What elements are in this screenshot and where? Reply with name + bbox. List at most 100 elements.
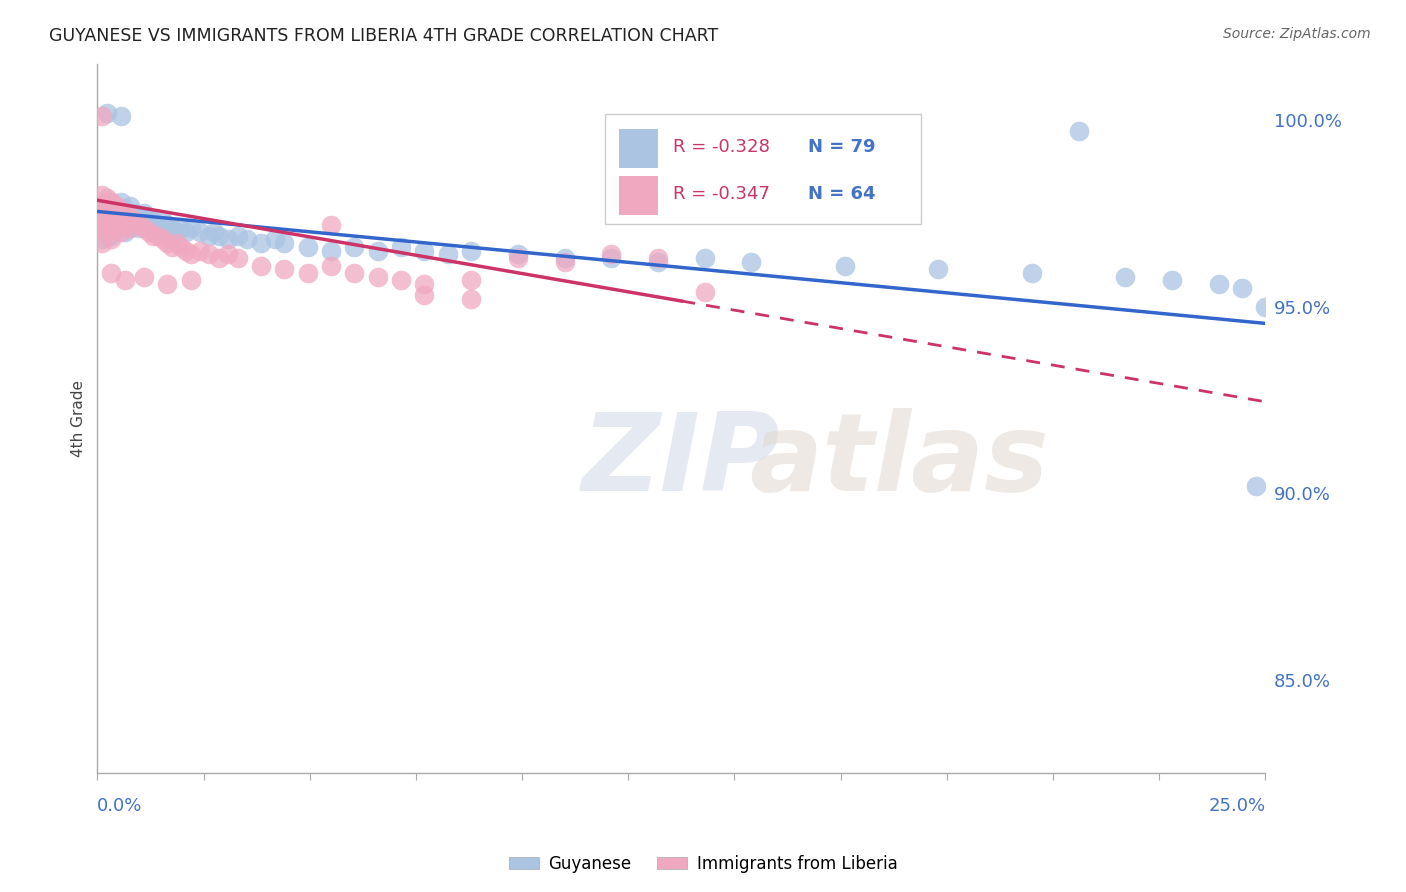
Point <box>250 236 273 251</box>
Point <box>91 232 114 246</box>
Point <box>273 236 295 251</box>
Point <box>208 251 231 265</box>
Point <box>217 232 239 246</box>
Point <box>96 191 118 205</box>
Point <box>389 240 412 254</box>
Point <box>202 225 225 239</box>
Point <box>110 202 132 217</box>
Point <box>114 273 136 287</box>
Point <box>100 228 122 243</box>
Point <box>166 236 188 251</box>
Point <box>100 218 122 232</box>
Point <box>120 221 142 235</box>
Point <box>174 244 197 258</box>
Point <box>146 218 169 232</box>
Point <box>1021 266 1043 280</box>
Point <box>124 206 146 220</box>
Point <box>226 228 249 243</box>
Bar <box>620 176 658 215</box>
Point <box>156 218 179 232</box>
Point <box>198 247 221 261</box>
Point <box>156 236 179 251</box>
Point <box>166 225 188 239</box>
Point <box>217 247 239 261</box>
Point <box>180 273 202 287</box>
Point <box>647 255 669 269</box>
Point <box>156 228 179 243</box>
Point <box>740 255 762 269</box>
Point <box>160 240 183 254</box>
Point <box>114 214 136 228</box>
Point <box>156 277 179 292</box>
Text: GUYANESE VS IMMIGRANTS FROM LIBERIA 4TH GRADE CORRELATION CHART: GUYANESE VS IMMIGRANTS FROM LIBERIA 4TH … <box>49 27 718 45</box>
Point <box>554 251 576 265</box>
Point <box>138 225 160 239</box>
Text: 0.0%: 0.0% <box>97 797 143 815</box>
Point <box>128 218 150 232</box>
Text: atlas: atlas <box>749 409 1049 514</box>
Point <box>1114 269 1136 284</box>
Point <box>132 221 155 235</box>
Point <box>343 240 366 254</box>
Point <box>96 225 118 239</box>
Point <box>1067 124 1090 138</box>
Point <box>105 221 128 235</box>
Point <box>264 232 287 246</box>
Point <box>96 214 118 228</box>
Point <box>114 202 136 217</box>
Text: Source: ZipAtlas.com: Source: ZipAtlas.com <box>1223 27 1371 41</box>
Point <box>600 251 623 265</box>
Point <box>142 228 165 243</box>
Point <box>174 225 197 239</box>
Point <box>1230 281 1253 295</box>
Point <box>319 259 342 273</box>
Text: R = -0.328: R = -0.328 <box>673 138 770 156</box>
Point <box>105 210 128 224</box>
Legend: Guyanese, Immigrants from Liberia: Guyanese, Immigrants from Liberia <box>502 848 904 880</box>
Point <box>110 218 132 232</box>
Point <box>198 228 221 243</box>
Point <box>1161 273 1184 287</box>
Text: N = 64: N = 64 <box>807 185 875 202</box>
Text: ZIP: ZIP <box>582 409 780 514</box>
Point <box>138 221 160 235</box>
Point <box>96 228 118 243</box>
Point <box>128 210 150 224</box>
Point <box>100 218 122 232</box>
Point <box>114 225 136 239</box>
Point <box>91 199 114 213</box>
Point <box>152 214 174 228</box>
Point <box>132 269 155 284</box>
Point <box>1254 300 1277 314</box>
Y-axis label: 4th Grade: 4th Grade <box>72 380 86 457</box>
Point <box>273 262 295 277</box>
Point <box>460 292 482 306</box>
Point <box>124 214 146 228</box>
Point <box>96 105 118 120</box>
Point <box>91 199 114 213</box>
Text: N = 79: N = 79 <box>807 138 875 156</box>
Point <box>180 247 202 261</box>
Point <box>91 210 114 224</box>
Point <box>110 206 132 220</box>
Point <box>100 206 122 220</box>
FancyBboxPatch shape <box>606 113 921 224</box>
Point <box>226 251 249 265</box>
Point <box>413 277 436 292</box>
Point <box>170 221 193 235</box>
Text: R = -0.347: R = -0.347 <box>673 185 770 202</box>
Point <box>114 206 136 220</box>
Point <box>91 109 114 123</box>
Point <box>188 225 211 239</box>
Point <box>389 273 412 287</box>
Point <box>250 259 273 273</box>
Point <box>100 195 122 210</box>
Point <box>110 195 132 210</box>
Point <box>367 269 389 284</box>
Point <box>110 214 132 228</box>
Point <box>343 266 366 280</box>
Point <box>91 210 114 224</box>
Point <box>927 262 949 277</box>
Point <box>152 232 174 246</box>
Point <box>110 109 132 123</box>
